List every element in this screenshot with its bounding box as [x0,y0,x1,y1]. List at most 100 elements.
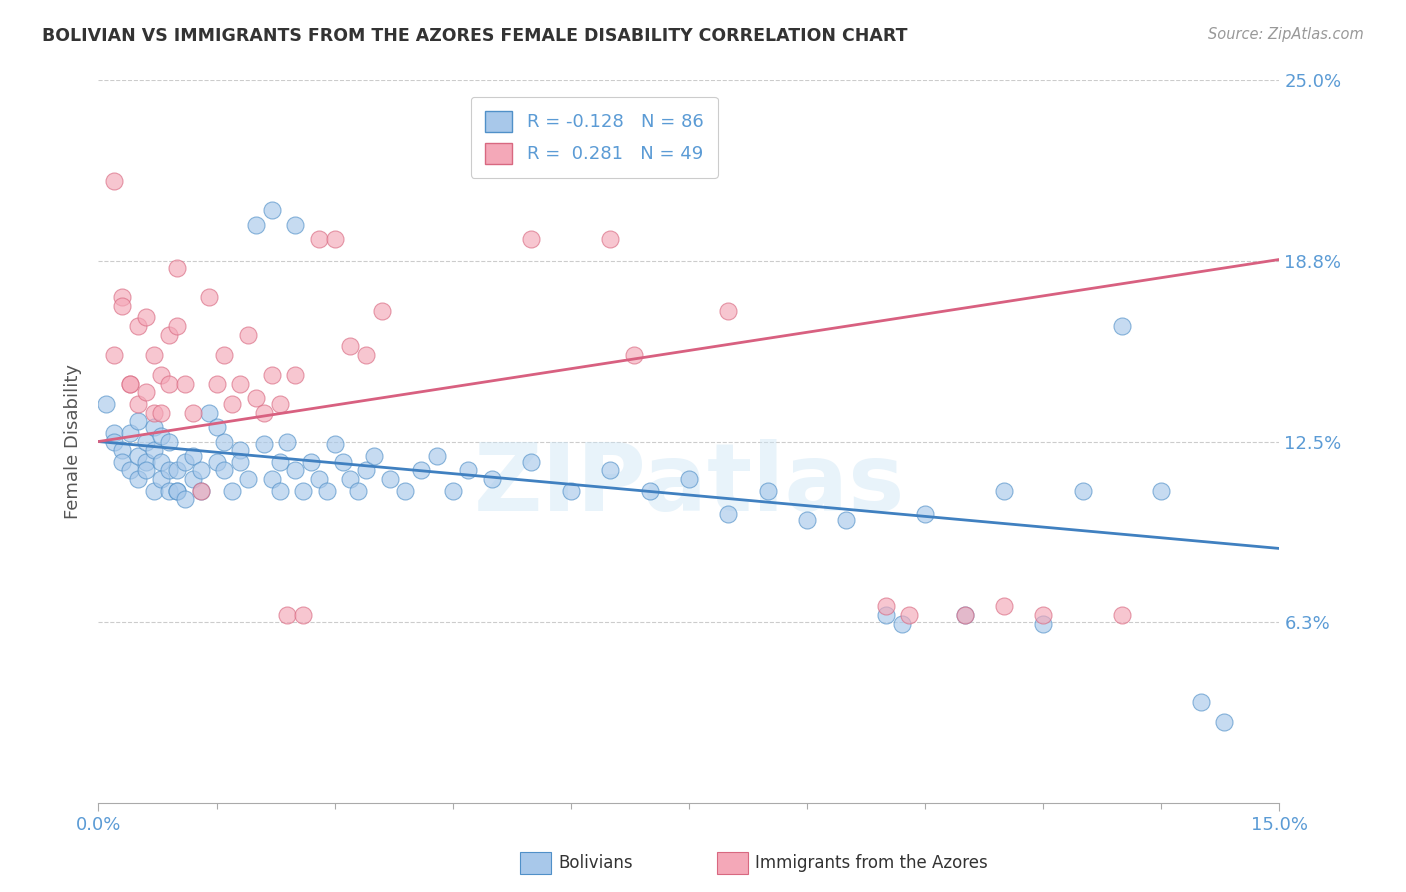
Point [1111,318,1133,333]
Point [236,327,259,342]
Point [756,483,779,498]
Point [347,483,370,498]
Point [260,203,283,218]
Point [103,425,125,440]
Point [245,218,267,232]
Point [103,348,125,362]
Point [875,607,897,622]
Point [796,512,818,526]
Point [127,449,149,463]
Point [221,483,243,498]
Point [354,463,377,477]
Point [229,376,252,391]
Point [1032,607,1054,622]
Point [181,472,204,486]
Point [332,455,354,469]
Point [394,483,416,498]
Point [284,463,307,477]
Point [371,304,394,318]
Point [197,290,219,304]
Point [323,437,346,451]
Point [221,397,243,411]
Point [150,472,173,486]
Point [166,463,188,477]
Point [157,327,180,342]
Point [142,348,165,362]
Point [181,449,204,463]
Point [157,434,180,449]
Point [157,376,180,391]
Point [118,463,141,477]
Point [875,599,897,614]
Point [103,174,125,188]
Point [111,290,134,304]
Point [118,376,141,391]
Point [103,434,125,449]
Point [599,463,621,477]
Point [166,483,188,498]
Point [276,434,298,449]
Point [292,607,315,622]
Point [299,455,322,469]
Point [441,483,464,498]
Point [1150,483,1173,498]
Point [292,483,315,498]
Point [284,368,307,382]
Point [111,299,134,313]
Point [363,449,385,463]
Text: Bolivians: Bolivians [558,854,633,871]
Point [638,483,661,498]
Point [245,391,267,405]
Point [481,472,503,486]
Point [229,443,252,458]
Point [142,420,165,434]
Point [339,472,361,486]
Point [1213,714,1236,729]
Point [520,455,543,469]
Legend: R = -0.128   N = 86, R =  0.281   N = 49: R = -0.128 N = 86, R = 0.281 N = 49 [471,96,718,178]
Point [339,339,361,353]
Point [214,463,236,477]
Point [993,599,1015,614]
Text: BOLIVIAN VS IMMIGRANTS FROM THE AZORES FEMALE DISABILITY CORRELATION CHART: BOLIVIAN VS IMMIGRANTS FROM THE AZORES F… [42,27,908,45]
Point [378,472,401,486]
Text: ZIPatlas: ZIPatlas [474,439,904,531]
Point [127,318,149,333]
Point [253,437,276,451]
Point [308,472,330,486]
Point [1189,695,1212,709]
Point [599,232,621,246]
Point [214,434,236,449]
Point [96,397,118,411]
Point [127,414,149,428]
Point [118,425,141,440]
Point [166,261,188,276]
Point [260,368,283,382]
Point [953,607,976,622]
Point [135,385,157,400]
Point [142,483,165,498]
Point [236,472,259,486]
Point [150,455,173,469]
Point [214,348,236,362]
Point [560,483,582,498]
Point [229,455,252,469]
Point [127,397,149,411]
Point [1111,607,1133,622]
Text: Immigrants from the Azores: Immigrants from the Azores [755,854,988,871]
Point [205,455,228,469]
Point [354,348,377,362]
Point [157,463,180,477]
Point [520,232,543,246]
Point [135,455,157,469]
Point [157,483,180,498]
Point [142,443,165,458]
Point [426,449,449,463]
Point [835,512,858,526]
Point [993,483,1015,498]
Point [269,455,291,469]
Point [308,232,330,246]
Point [717,304,740,318]
Point [623,348,645,362]
Point [205,420,228,434]
